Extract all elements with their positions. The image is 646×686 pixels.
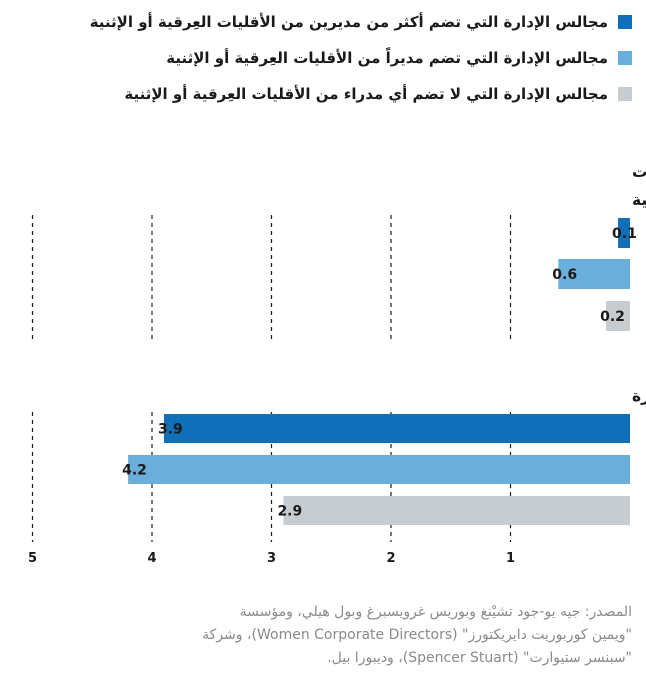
chart1-title-line1: عدد المرشحين الذين يُنظر في تعيينهم لكل … — [632, 162, 646, 182]
legend-swatch-light-blue — [618, 51, 632, 65]
legend-item-multiple-minority-directors: مجالس الإدارة التي تضم أكثر من مديرين من… — [12, 4, 632, 40]
x-tick-label-5: 5 — [28, 551, 37, 566]
x-axis-tick-labels: 1 2 3 4 5 — [28, 551, 515, 566]
x-tick-label-1: 1 — [506, 551, 515, 566]
legend-item-no-minority-directors: مجالس الإدارة التي لا تضم أي مدراء من ال… — [12, 76, 632, 112]
chart1-bar-2 — [558, 259, 630, 289]
chart2-bar-3 — [283, 496, 630, 525]
legend: مجالس الإدارة التي تضم أكثر من مديرين من… — [12, 4, 632, 112]
chart1-bars: 0.1 0.6 0.2 — [552, 218, 637, 331]
chart2-title: العدد الإجمالي للمرشحين الذين يُنظر في ت… — [632, 387, 646, 406]
source-line: "ويمين كوربوريت دايريكتورز" (Women Corpo… — [202, 627, 632, 643]
chart2-bar-2 — [128, 455, 630, 484]
x-tick-label-4: 4 — [147, 551, 156, 566]
bar-charts: 1 2 3 4 5 عدد المرشحين الذين يُنظر في تعيينه… — [28, 162, 646, 566]
x-tick-label-3: 3 — [267, 551, 276, 566]
source-line: المصدر: جيه يو-جود تشيْنغ وبوريس غرويسبر… — [239, 604, 632, 620]
chart2-bar-1 — [163, 414, 630, 443]
legend-swatch-dark-blue — [618, 15, 632, 29]
grid-lines — [31, 215, 512, 542]
legend-label: مجالس الإدارة التي لا تضم أي مدراء من ال… — [124, 85, 608, 103]
chart2-value-label-3: 2.9 — [277, 504, 302, 520]
chart1-value-label-3: 0.2 — [600, 309, 625, 325]
chart2-bars: 3.9 4.2 2.9 — [122, 414, 630, 525]
x-tick-label-2: 2 — [386, 551, 395, 566]
source-note: المصدر: جيه يو-جود تشيْنغ وبوريس غرويسبر… — [12, 601, 632, 670]
chart1-value-label-2: 0.6 — [552, 267, 577, 283]
legend-label: مجالس الإدارة التي تضم مديراً من الأقليا… — [166, 49, 608, 67]
legend-item-one-minority-director: مجالس الإدارة التي تضم مديراً من الأقليا… — [12, 40, 632, 76]
legend-swatch-gray — [618, 87, 632, 101]
chart1-bar-1 — [618, 218, 630, 248]
chart1-bar-3 — [606, 301, 630, 331]
chart1-title-line2: عِرقية أو إثنية — [632, 190, 646, 209]
legend-label: مجالس الإدارة التي تضم أكثر من مديرين من… — [89, 13, 608, 31]
chart2-value-label-2: 4.2 — [122, 463, 147, 479]
chart1-value-label-1: 0.1 — [612, 226, 637, 242]
source-line: "سبنسر ستيوارت" (Spencer Stuart)، وديبور… — [327, 650, 632, 666]
chart2-value-label-1: 3.9 — [158, 422, 183, 438]
